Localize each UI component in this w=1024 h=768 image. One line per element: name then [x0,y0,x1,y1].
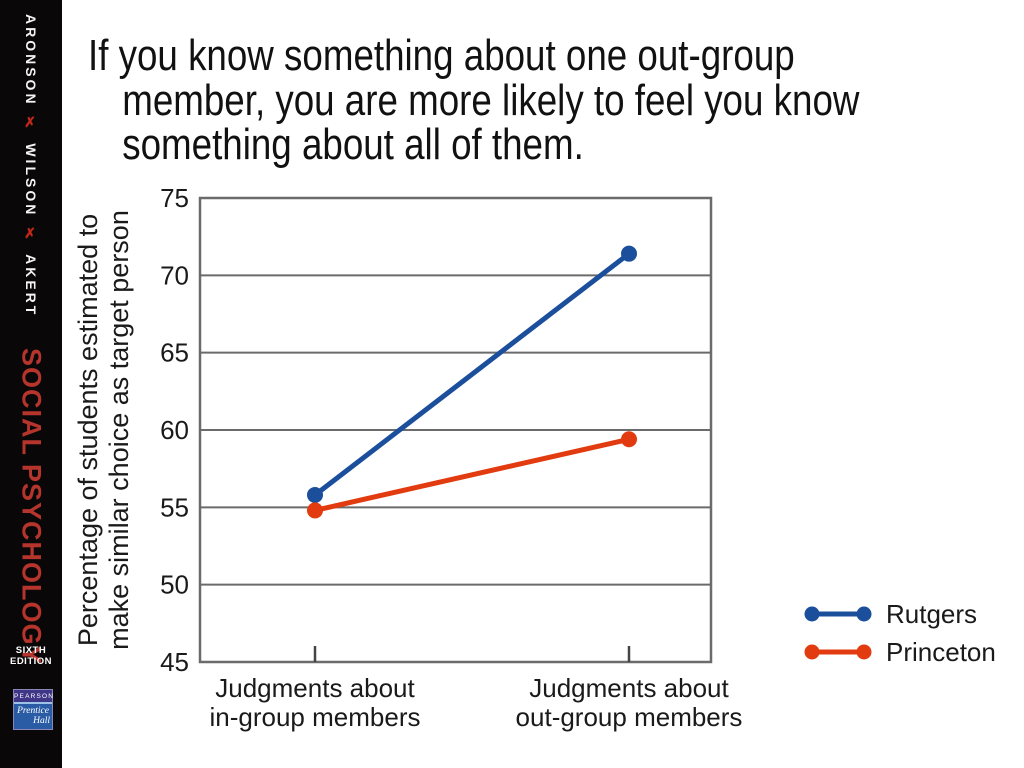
x-category-label: Judgments about [215,673,415,703]
y-tick-label: 75 [160,183,189,213]
slide-title-line: member, you are more likely to feel you … [122,75,860,125]
imprint-line: Prentice [17,706,49,716]
slide-title: If you know something about one out-grou… [88,31,1007,169]
data-point-rutgers [307,486,323,503]
y-tick-label: 70 [160,260,189,290]
legend-swatch-dot [856,606,872,622]
plot-border [198,196,713,664]
legend-swatch-dot [856,644,872,660]
series-line-princeton [314,436,630,513]
y-tick-label: 65 [160,338,189,368]
edition-line: SIXTH [15,645,47,656]
slide-title-line: something about all of them. [122,120,584,169]
spine-author: WILSON [23,143,39,218]
spine-author: ARONSON [23,14,39,107]
imprint-line: Hall [33,716,50,726]
author-separator-icon: ✗ [23,226,39,246]
spine-edition: SIXTH EDITION [0,645,62,667]
x-category-label: out-group members [516,702,743,732]
legend-swatch-dot [804,644,820,660]
publisher-name: PEARSON [14,690,53,702]
author-separator-icon: ✗ [23,115,39,135]
book-spine-sidebar: ARONSON ✗ WILSON ✗ AKERT SOCIAL PSYCHOLO… [0,0,62,768]
y-tick-label: 45 [160,647,189,677]
y-tick-label: 60 [160,415,189,445]
data-point-princeton [621,431,637,448]
data-point-rutgers [621,245,637,262]
y-tick-label: 55 [160,492,189,522]
y-tick-label: 50 [160,570,189,600]
x-category-label: Judgments about [529,673,729,703]
legend-swatch-dot [804,606,820,622]
spine-authors: ARONSON ✗ WILSON ✗ AKERT [0,14,62,317]
series-line-rutgers [313,251,631,497]
publisher-imprint: Prentice Hall [14,702,52,729]
publisher-logo: PEARSON Prentice Hall [13,689,53,730]
y-axis-title: make similar choice as target person [104,210,134,650]
legend-label: Rutgers [886,599,977,629]
data-point-princeton [307,502,323,519]
edition-line: EDITION [9,656,53,667]
y-axis-title: Percentage of students estimated to [73,214,103,646]
x-category-label: in-group members [210,702,421,732]
spine-book-title: SOCIAL PSYCHOLOGY [16,348,47,665]
spine-author: AKERT [23,254,39,318]
legend-label: Princeton [886,637,996,667]
slide-title-line: If you know something about one out-grou… [88,31,795,80]
